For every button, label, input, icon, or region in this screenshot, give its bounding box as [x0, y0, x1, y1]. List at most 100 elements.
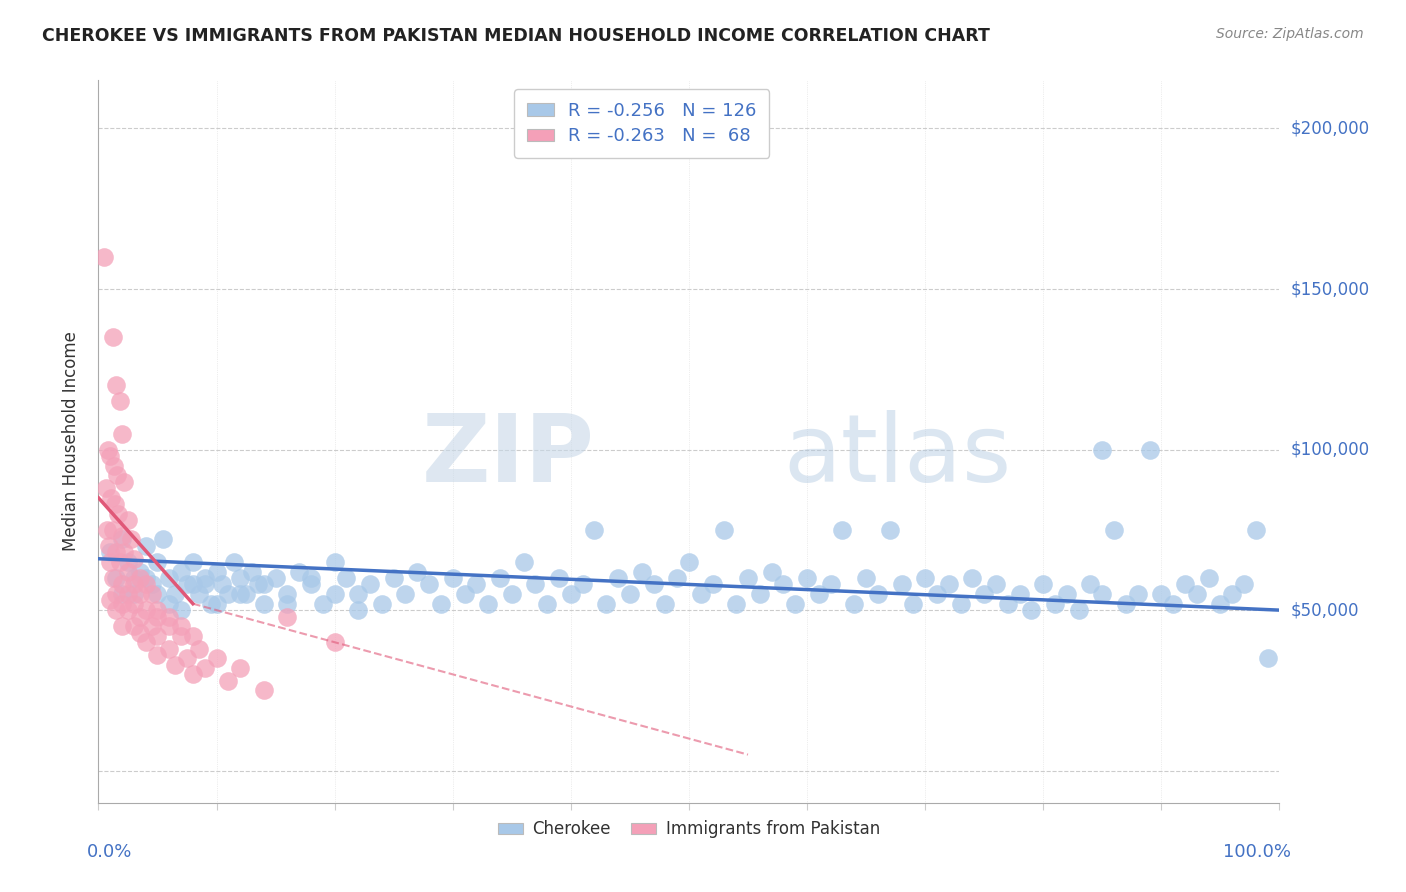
Text: $200,000: $200,000 — [1291, 120, 1369, 137]
Point — [844, 597, 866, 611]
Legend: Cherokee, Immigrants from Pakistan: Cherokee, Immigrants from Pakistan — [491, 814, 887, 845]
Point — [111, 533, 134, 547]
Point — [347, 603, 370, 617]
Point — [548, 571, 571, 585]
Point — [103, 458, 125, 473]
Point — [1032, 577, 1054, 591]
Point — [122, 619, 145, 633]
Point — [299, 571, 322, 585]
Point — [105, 603, 128, 617]
Point — [1198, 571, 1220, 585]
Point — [152, 533, 174, 547]
Point — [524, 577, 547, 591]
Point — [229, 571, 252, 585]
Point — [323, 635, 346, 649]
Point — [170, 565, 193, 579]
Point — [194, 661, 217, 675]
Point — [157, 641, 180, 656]
Point — [1126, 587, 1149, 601]
Point — [128, 625, 150, 640]
Point — [253, 683, 276, 698]
Point — [253, 597, 276, 611]
Point — [973, 587, 995, 601]
Point — [224, 555, 246, 569]
Point — [240, 565, 263, 579]
Point — [111, 577, 134, 591]
Point — [1244, 523, 1267, 537]
Point — [1102, 523, 1125, 537]
Point — [165, 587, 187, 601]
Point — [107, 507, 129, 521]
Point — [1008, 587, 1031, 601]
Point — [101, 523, 124, 537]
Point — [165, 657, 187, 672]
Point — [128, 565, 150, 579]
Point — [211, 577, 233, 591]
Point — [170, 603, 193, 617]
Point — [1091, 587, 1114, 601]
Point — [264, 571, 287, 585]
Point — [441, 571, 464, 585]
Point — [117, 565, 139, 579]
Point — [187, 641, 209, 656]
Point — [229, 661, 252, 675]
Point — [217, 587, 239, 601]
Point — [1139, 442, 1161, 457]
Point — [678, 555, 700, 569]
Point — [141, 577, 163, 591]
Point — [141, 587, 163, 601]
Point — [98, 593, 121, 607]
Point — [135, 635, 157, 649]
Point — [105, 571, 128, 585]
Point — [323, 555, 346, 569]
Text: CHEROKEE VS IMMIGRANTS FROM PAKISTAN MEDIAN HOUSEHOLD INCOME CORRELATION CHART: CHEROKEE VS IMMIGRANTS FROM PAKISTAN MED… — [42, 27, 990, 45]
Point — [1209, 597, 1232, 611]
Point — [394, 587, 416, 601]
Point — [335, 571, 357, 585]
Point — [135, 603, 157, 617]
Point — [949, 597, 972, 611]
Point — [181, 629, 204, 643]
Point — [418, 577, 440, 591]
Point — [205, 651, 228, 665]
Point — [925, 587, 948, 601]
Point — [1233, 577, 1256, 591]
Point — [100, 491, 122, 505]
Point — [128, 587, 150, 601]
Point — [501, 587, 523, 601]
Point — [135, 539, 157, 553]
Point — [157, 619, 180, 633]
Point — [122, 597, 145, 611]
Point — [157, 571, 180, 585]
Text: $150,000: $150,000 — [1291, 280, 1369, 298]
Point — [112, 475, 135, 489]
Point — [96, 523, 118, 537]
Point — [117, 603, 139, 617]
Point — [94, 481, 117, 495]
Point — [583, 523, 606, 537]
Point — [1174, 577, 1197, 591]
Point — [1091, 442, 1114, 457]
Point — [111, 597, 134, 611]
Point — [619, 587, 641, 601]
Point — [382, 571, 405, 585]
Point — [235, 587, 257, 601]
Point — [170, 629, 193, 643]
Point — [229, 587, 252, 601]
Point — [122, 571, 145, 585]
Point — [205, 597, 228, 611]
Point — [371, 597, 394, 611]
Point — [146, 587, 169, 601]
Point — [146, 555, 169, 569]
Point — [276, 609, 298, 624]
Point — [312, 597, 335, 611]
Point — [105, 378, 128, 392]
Point — [571, 577, 593, 591]
Point — [135, 571, 157, 585]
Point — [98, 539, 121, 553]
Point — [323, 587, 346, 601]
Point — [430, 597, 453, 611]
Point — [820, 577, 842, 591]
Point — [104, 497, 127, 511]
Point — [666, 571, 689, 585]
